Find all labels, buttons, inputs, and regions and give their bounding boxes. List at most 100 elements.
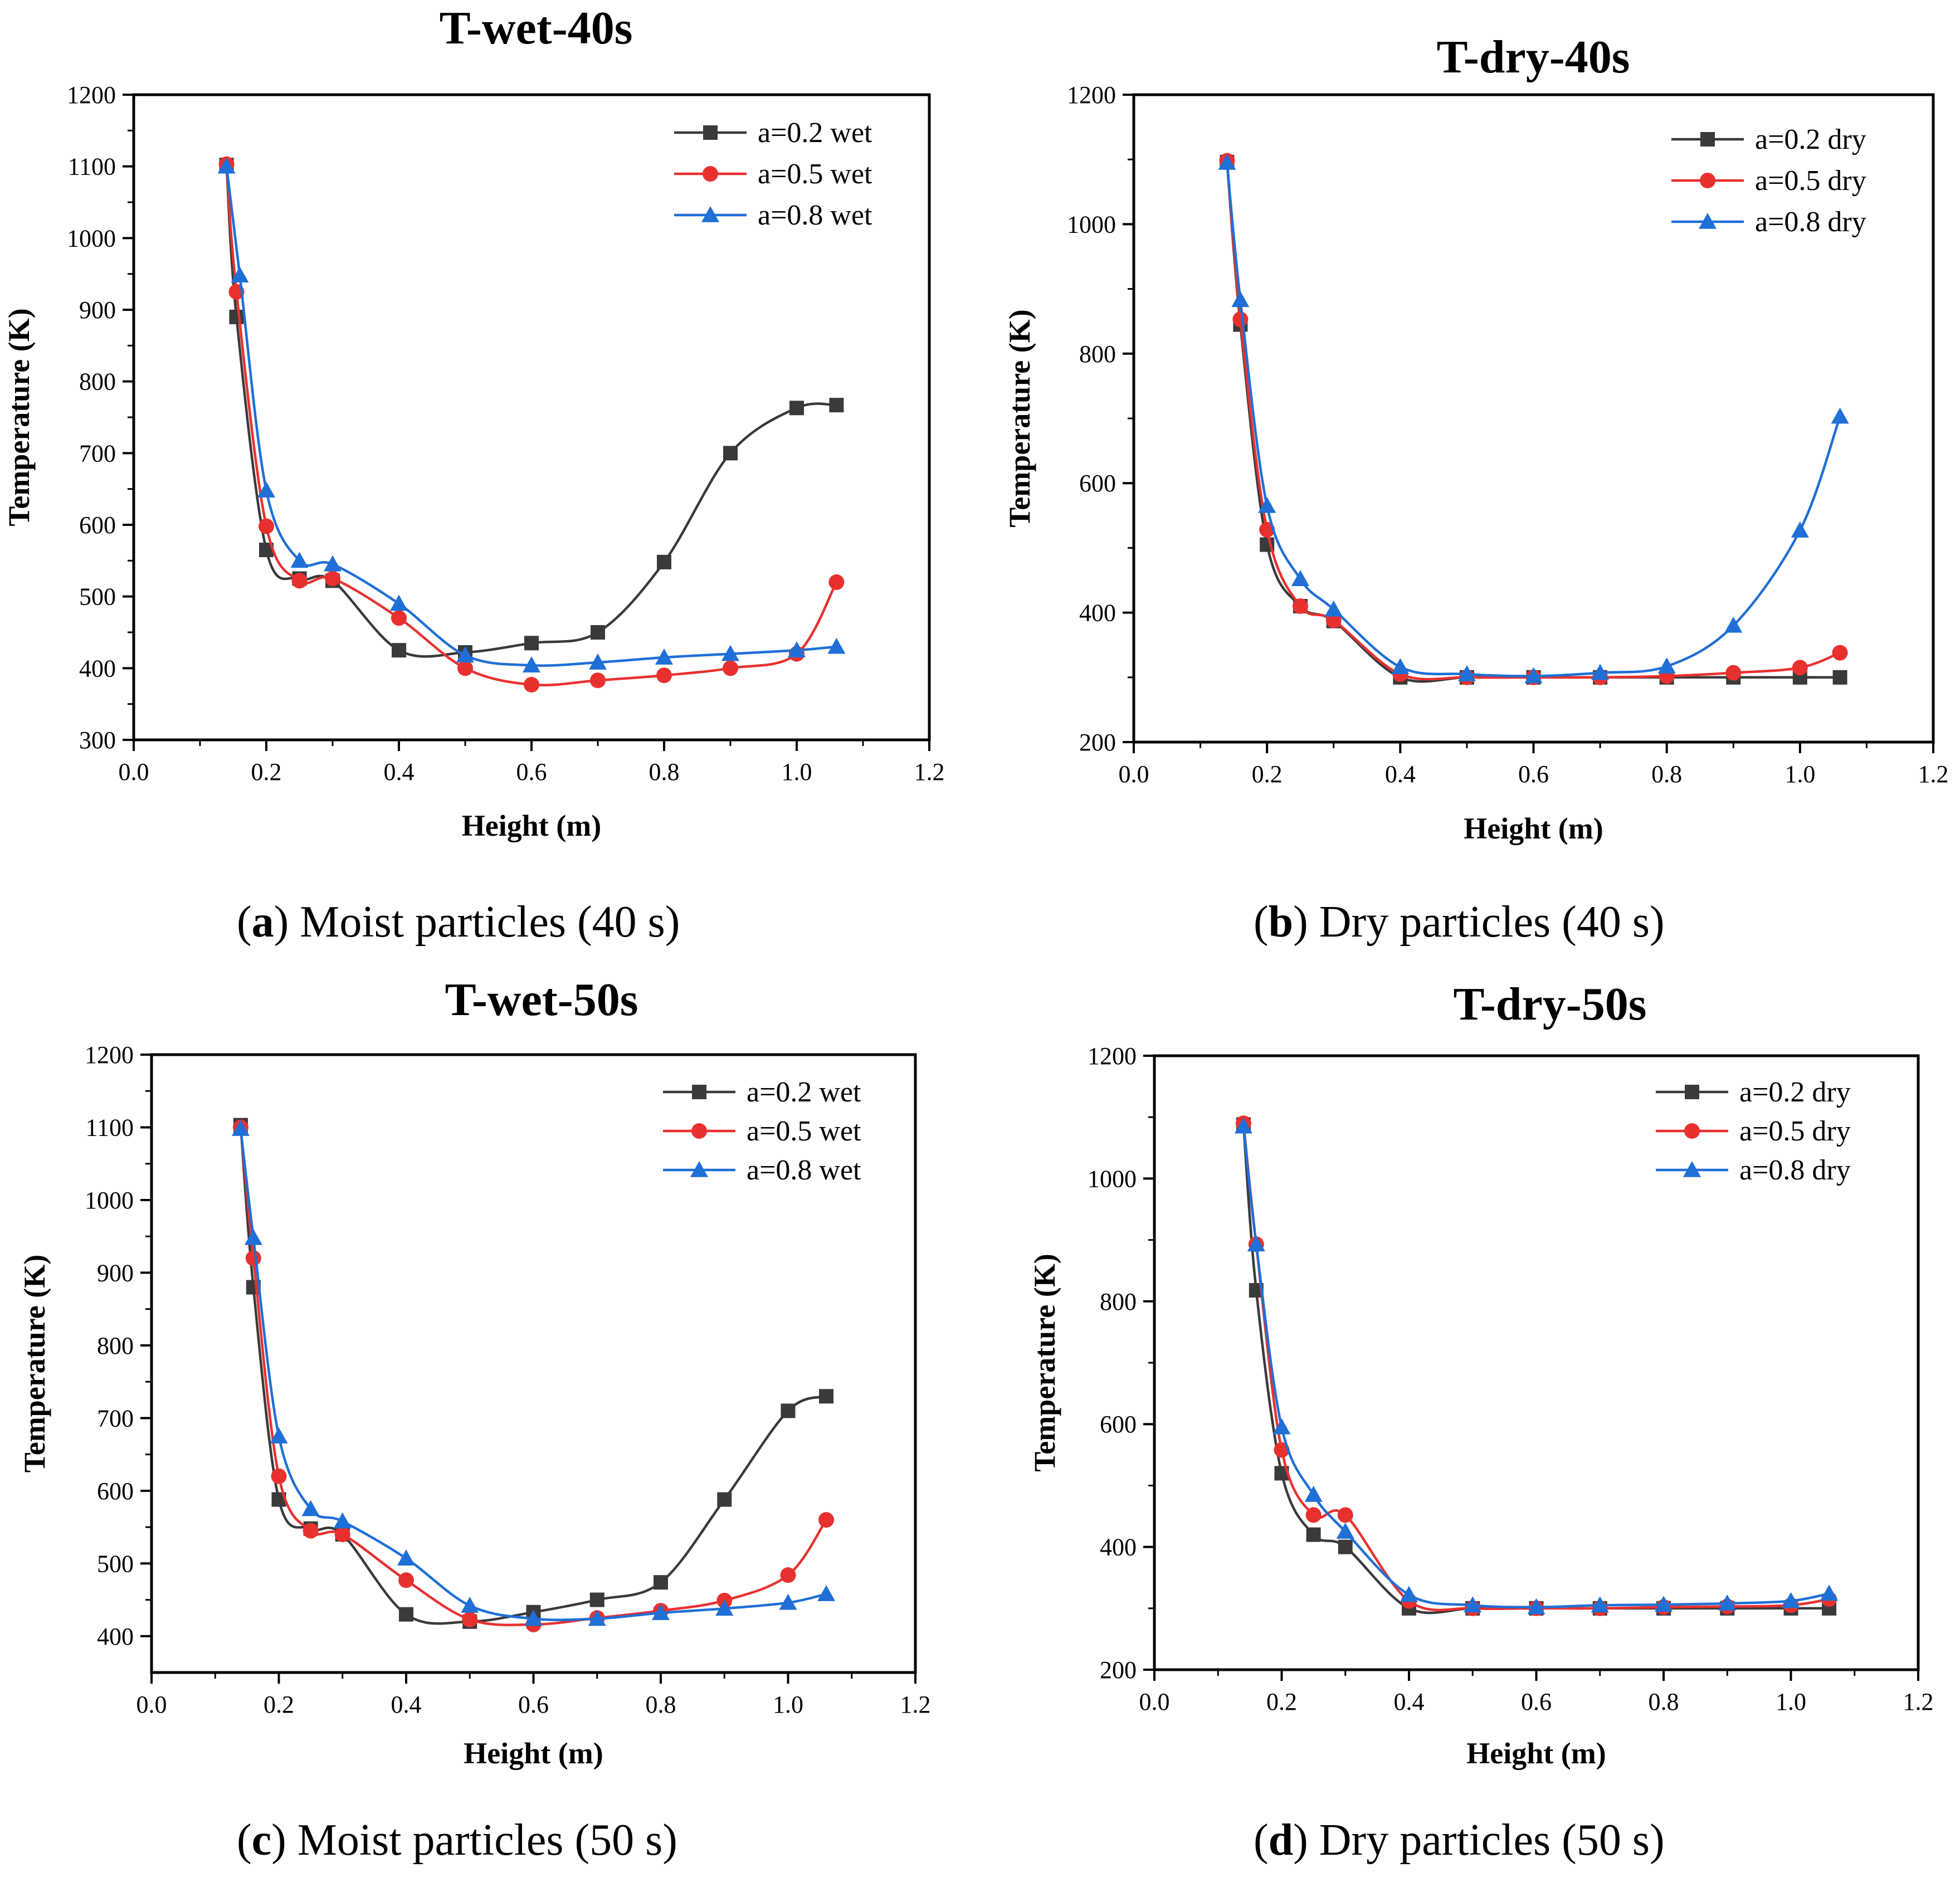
data-point — [1336, 1523, 1354, 1539]
series-line-1 — [239, 1125, 827, 1625]
data-point — [1524, 667, 1543, 684]
data-point — [656, 667, 672, 684]
data-point — [456, 646, 474, 662]
legend-marker — [1700, 173, 1715, 188]
data-point — [1832, 645, 1848, 661]
data-point — [654, 1575, 668, 1590]
y-tick-label: 1000 — [85, 1187, 134, 1214]
data-point — [828, 574, 845, 590]
data-point — [1218, 154, 1236, 170]
legend-marker — [1685, 1085, 1699, 1099]
x-tick-label: 1.0 — [1776, 1688, 1806, 1715]
legend-label: a=0.5 dry — [1739, 1115, 1851, 1147]
y-tick-label: 1000 — [1088, 1165, 1137, 1192]
caption-d: (d) Dry particles (50 s) — [1254, 1816, 1665, 1865]
data-point — [397, 1549, 415, 1566]
y-tick-label: 1100 — [86, 1114, 134, 1141]
data-point — [399, 1607, 413, 1622]
y-tick-label: 800 — [1079, 340, 1116, 368]
legend-label: a=0.5 wet — [758, 158, 872, 190]
legend-marker — [1699, 213, 1717, 229]
data-point — [462, 1611, 478, 1627]
legend-label: a=0.8 wet — [747, 1154, 861, 1186]
y-axis-label: Temperature (K) — [18, 1255, 51, 1472]
data-point — [717, 1492, 732, 1507]
data-point — [1820, 1584, 1839, 1601]
data-point — [818, 1512, 835, 1528]
x-tick-label: 0.2 — [1252, 760, 1283, 788]
x-tick-label: 0.2 — [1266, 1688, 1297, 1715]
x-axis-label: Height (m) — [464, 1737, 603, 1770]
series-line-2 — [1226, 160, 1841, 681]
data-point — [780, 1567, 796, 1583]
data-point — [1305, 1507, 1322, 1523]
data-point — [229, 309, 244, 324]
data-point — [1832, 670, 1847, 685]
series-line-3 — [239, 1128, 827, 1621]
data-point — [231, 1120, 250, 1136]
data-point — [1231, 291, 1250, 308]
y-tick-label: 500 — [97, 1550, 134, 1577]
y-tick-label: 400 — [79, 655, 116, 682]
data-point — [788, 641, 806, 657]
legend-marker — [1684, 1123, 1700, 1139]
y-tick-label: 400 — [97, 1623, 134, 1650]
data-point — [303, 1523, 319, 1539]
data-point — [723, 660, 738, 676]
series-line-3 — [225, 166, 837, 667]
y-tick-label: 900 — [97, 1259, 134, 1286]
data-point — [589, 1592, 604, 1607]
data-point — [391, 610, 407, 626]
legend-label: a=0.2 wet — [758, 117, 872, 149]
data-point — [1591, 664, 1610, 680]
y-tick-label: 1100 — [68, 153, 116, 181]
series-line-3 — [1242, 1126, 1830, 1608]
y-tick-label: 700 — [79, 440, 116, 467]
chart-title: T-dry-40s — [1437, 31, 1630, 83]
x-tick-label: 1.2 — [1903, 1688, 1934, 1715]
legend-marker — [690, 1161, 708, 1177]
legend-label: a=0.2 dry — [1739, 1076, 1851, 1108]
chart-panel-4: T-dry-50s 0.0 0.2 0.4 0.6 0.8 1.0 1.2 200 400 600 8… — [1028, 978, 1934, 1770]
data-point — [1831, 407, 1849, 424]
y-tick-label: 900 — [79, 296, 116, 324]
y-tick-label: 200 — [1079, 729, 1116, 756]
y-tick-label: 600 — [1079, 470, 1116, 497]
y-tick-label: 300 — [79, 726, 116, 754]
chart-title: T-wet-50s — [445, 974, 638, 1026]
y-tick-label: 400 — [1079, 599, 1116, 627]
data-point — [819, 1389, 834, 1404]
data-point — [1234, 1117, 1252, 1134]
data-point — [457, 660, 473, 676]
x-axis-label: Height (m) — [462, 809, 601, 842]
x-tick-label: 0.6 — [516, 758, 547, 786]
legend-marker — [701, 206, 719, 222]
data-point — [1591, 1596, 1609, 1613]
x-tick-label: 0.0 — [136, 1691, 167, 1718]
data-point — [1655, 1596, 1673, 1612]
y-tick-label: 400 — [1100, 1534, 1137, 1561]
data-point — [524, 676, 539, 693]
data-point — [591, 625, 605, 640]
x-tick-label: 0.8 — [1649, 1688, 1679, 1715]
y-tick-label: 600 — [97, 1478, 134, 1505]
series-line-3 — [1226, 162, 1841, 677]
series-line-2 — [239, 1127, 827, 1626]
x-tick-label: 0.8 — [1651, 760, 1682, 788]
legend-label: a=0.8 dry — [1739, 1154, 1851, 1186]
data-point — [781, 1403, 796, 1418]
chart-panel-1: T-wet-40s 0.0 0.2 0.4 0.6 0.8 1.0 1.2 300 400 500 6… — [2, 2, 945, 842]
data-point — [1718, 1594, 1737, 1611]
y-tick-label: 500 — [79, 583, 116, 611]
chart-panel-2: T-dry-40s 0.0 0.2 0.4 0.6 0.8 1.0 1.2 200 400 600 8… — [1003, 31, 1949, 845]
y-tick-label: 1000 — [67, 225, 116, 252]
data-point — [655, 648, 673, 665]
chart-panel-3: T-wet-50s 0.0 0.2 0.4 0.6 0.8 1.0 1.2 400 500 600 7… — [18, 974, 931, 1770]
data-point — [1782, 1592, 1800, 1608]
data-point — [1304, 1485, 1323, 1502]
data-point — [829, 398, 844, 413]
legend-label: a=0.5 dry — [1755, 165, 1866, 197]
caption-b: (b) Dry particles (40 s) — [1254, 898, 1665, 947]
x-tick-label: 1.0 — [773, 1691, 803, 1718]
data-point — [721, 645, 739, 661]
